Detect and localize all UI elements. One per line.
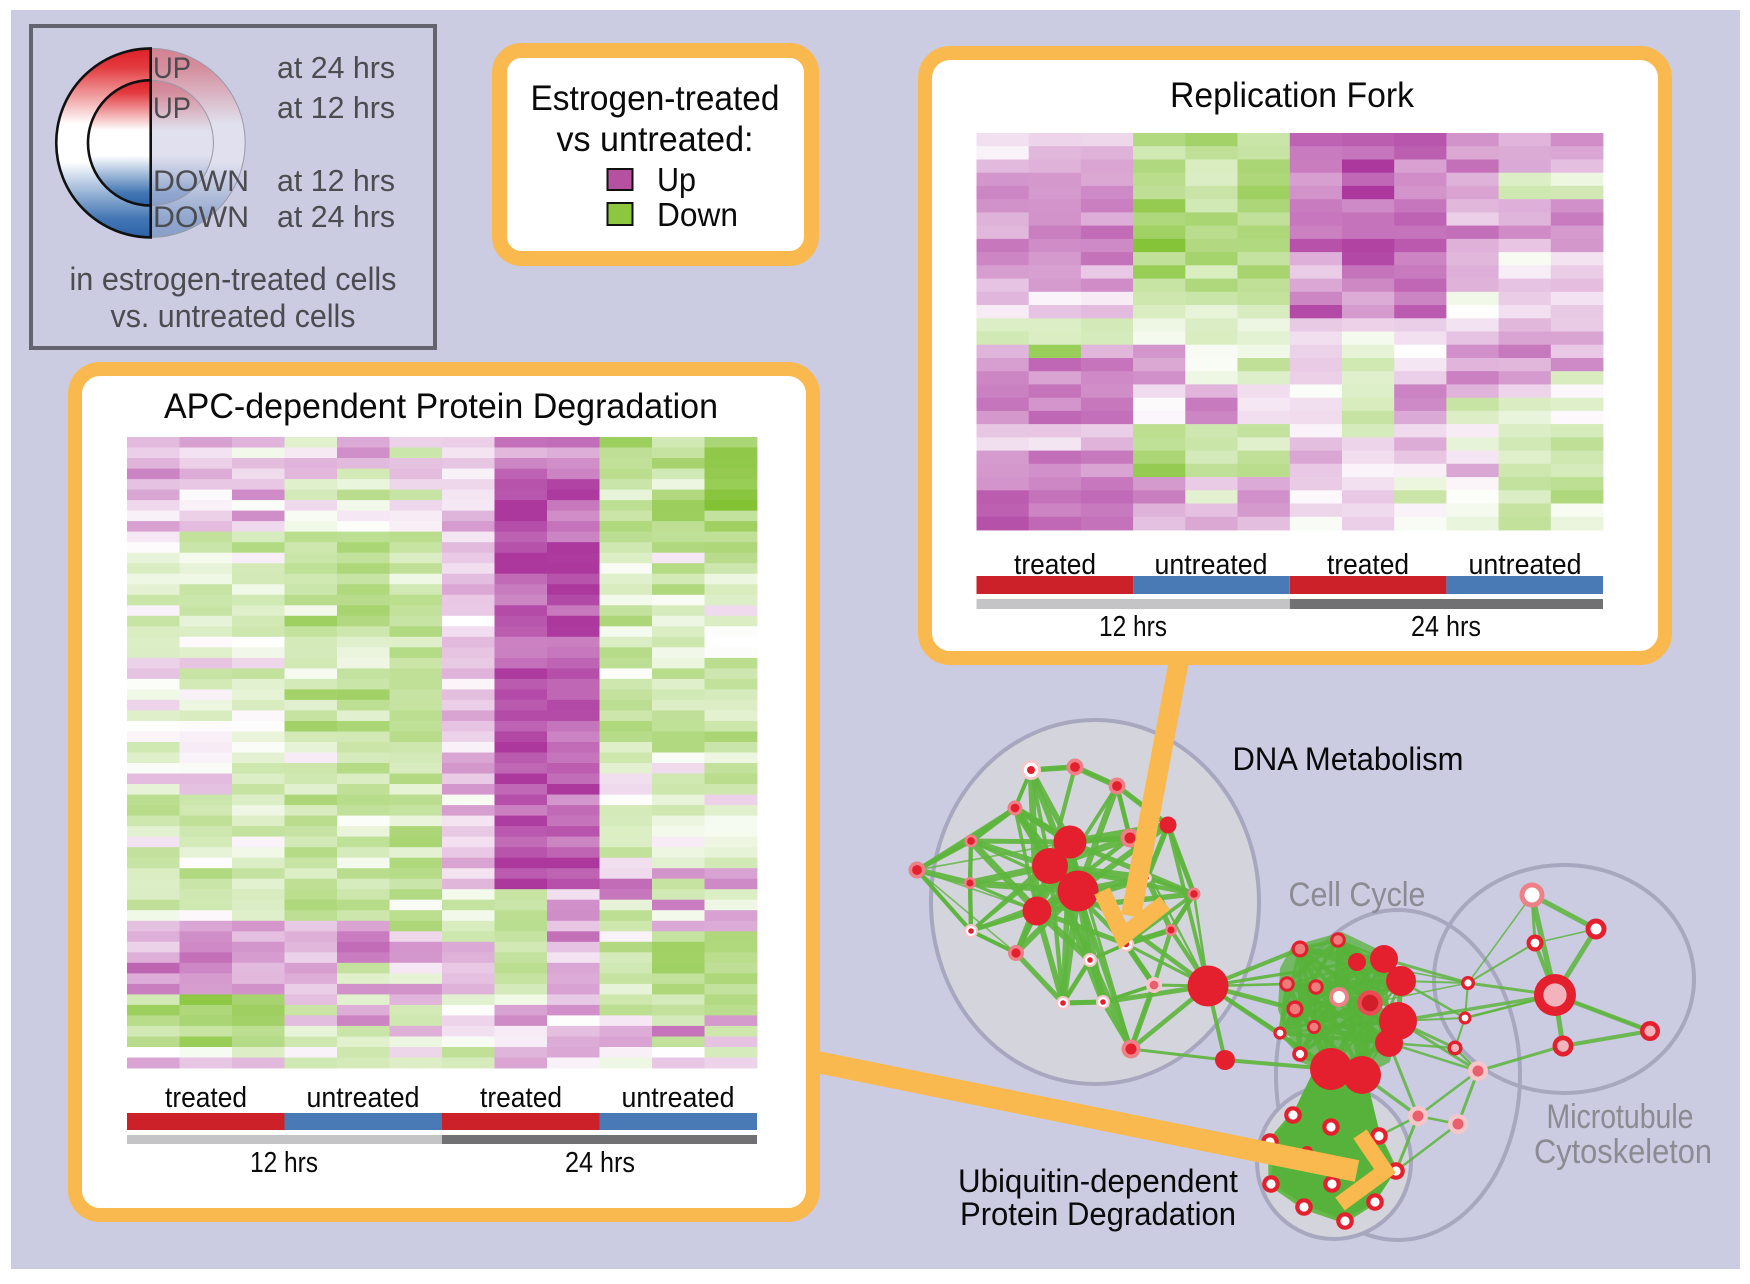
svg-text:DOWN: DOWN	[153, 201, 249, 234]
svg-text:at 12 hrs: at 12 hrs	[277, 163, 395, 198]
svg-text:Cell Cycle: Cell Cycle	[1289, 876, 1426, 914]
svg-text:Ubiquitin-dependent: Ubiquitin-dependent	[958, 1163, 1238, 1199]
svg-text:untreated: untreated	[1155, 549, 1268, 581]
svg-text:UP: UP	[153, 52, 191, 85]
svg-text:untreated: untreated	[622, 1082, 735, 1114]
svg-text:24 hrs: 24 hrs	[1411, 611, 1481, 643]
svg-text:Cytoskeleton: Cytoskeleton	[1534, 1133, 1712, 1171]
svg-text:treated: treated	[1327, 549, 1409, 581]
svg-text:12 hrs: 12 hrs	[250, 1147, 318, 1179]
svg-text:24 hrs: 24 hrs	[565, 1147, 635, 1179]
svg-text:APC-dependent Protein Degradat: APC-dependent Protein Degradation	[164, 387, 718, 426]
svg-text:treated: treated	[480, 1082, 562, 1114]
svg-text:untreated: untreated	[307, 1082, 420, 1114]
svg-text:DOWN: DOWN	[153, 165, 249, 198]
svg-text:untreated: untreated	[1469, 549, 1582, 581]
svg-text:12 hrs: 12 hrs	[1099, 611, 1167, 643]
svg-text:at 24 hrs: at 24 hrs	[277, 199, 395, 234]
svg-text:DNA Metabolism: DNA Metabolism	[1233, 741, 1464, 777]
svg-text:vs. untreated cells: vs. untreated cells	[111, 298, 356, 334]
svg-text:at 24 hrs: at 24 hrs	[277, 50, 395, 85]
svg-text:Protein Degradation: Protein Degradation	[960, 1196, 1236, 1232]
svg-text:Microtubule: Microtubule	[1547, 1098, 1694, 1136]
svg-text:at 12 hrs: at 12 hrs	[277, 90, 395, 125]
svg-text:Up: Up	[657, 161, 696, 198]
svg-text:treated: treated	[165, 1082, 247, 1114]
svg-text:vs untreated:: vs untreated:	[557, 120, 754, 159]
svg-text:Replication Fork: Replication Fork	[1170, 76, 1414, 115]
svg-text:treated: treated	[1014, 549, 1096, 581]
svg-text:UP: UP	[153, 92, 191, 125]
svg-text:in estrogen-treated cells: in estrogen-treated cells	[70, 261, 397, 297]
svg-text:Down: Down	[657, 196, 738, 233]
svg-text:Estrogen-treated: Estrogen-treated	[531, 79, 780, 118]
